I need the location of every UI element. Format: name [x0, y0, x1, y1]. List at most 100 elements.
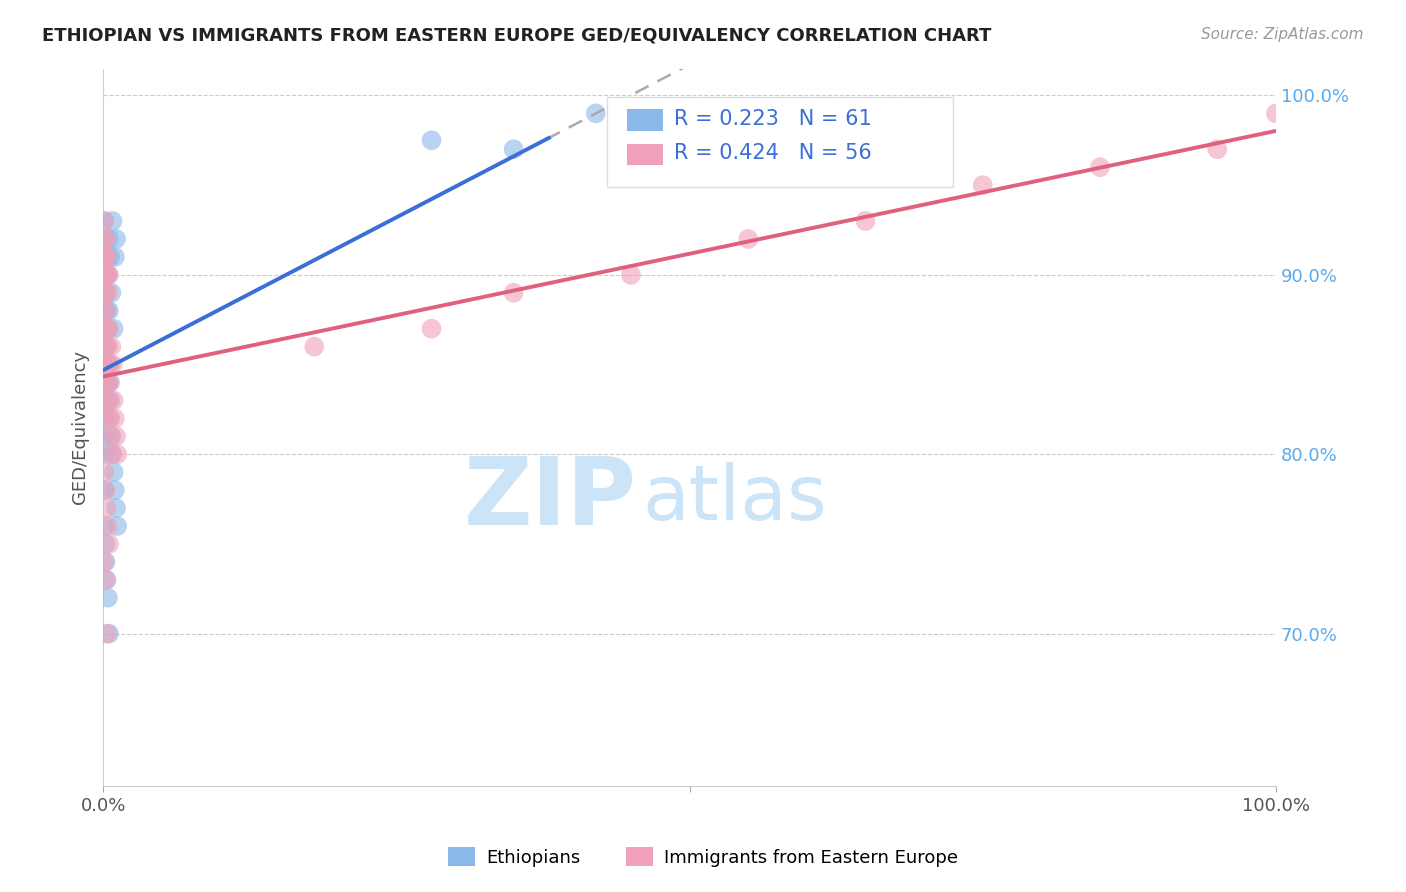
Point — [98, 537, 121, 551]
Point — [93, 483, 115, 497]
Point — [96, 268, 118, 282]
Point — [737, 232, 759, 246]
Point — [94, 303, 117, 318]
Point — [93, 376, 115, 390]
Point — [93, 303, 115, 318]
Bar — [627, 144, 662, 165]
Point — [302, 340, 325, 354]
Point — [98, 429, 121, 443]
Point — [1088, 160, 1111, 174]
Point — [93, 232, 115, 246]
Point — [855, 214, 877, 228]
Point — [100, 447, 122, 461]
Point — [98, 376, 121, 390]
Point — [502, 142, 524, 156]
Point — [101, 214, 124, 228]
Point — [103, 465, 125, 479]
Point — [93, 268, 115, 282]
Point — [103, 393, 125, 408]
Point — [104, 411, 127, 425]
Text: R = 0.424   N = 56: R = 0.424 N = 56 — [675, 144, 872, 163]
Point — [420, 133, 443, 147]
Point — [93, 429, 115, 443]
Point — [93, 519, 115, 533]
Text: Source: ZipAtlas.com: Source: ZipAtlas.com — [1201, 27, 1364, 42]
Point — [93, 321, 115, 335]
Point — [101, 447, 124, 461]
Point — [105, 501, 128, 516]
Point — [98, 393, 121, 408]
Point — [94, 321, 117, 335]
Point — [93, 250, 115, 264]
Point — [97, 285, 120, 300]
Point — [96, 501, 118, 516]
Point — [98, 321, 121, 335]
Point — [94, 285, 117, 300]
Point — [94, 358, 117, 372]
Point — [98, 411, 121, 425]
Point — [96, 340, 118, 354]
Point — [98, 626, 121, 640]
Point — [97, 591, 120, 605]
Point — [96, 303, 118, 318]
Point — [98, 411, 121, 425]
Point — [93, 232, 115, 246]
Point — [93, 303, 115, 318]
Point — [94, 340, 117, 354]
Point — [104, 483, 127, 497]
Point — [93, 465, 115, 479]
Point — [502, 285, 524, 300]
Point — [97, 321, 120, 335]
Point — [96, 358, 118, 372]
Point — [585, 106, 607, 120]
Point — [93, 214, 115, 228]
Y-axis label: GED/Equivalency: GED/Equivalency — [72, 351, 89, 504]
Point — [1206, 142, 1229, 156]
Point — [620, 268, 643, 282]
Point — [94, 268, 117, 282]
Point — [105, 519, 128, 533]
Point — [93, 268, 115, 282]
Point — [101, 358, 124, 372]
Point — [93, 321, 115, 335]
Point — [93, 358, 115, 372]
Point — [420, 321, 443, 335]
Point — [93, 214, 115, 228]
Point — [97, 376, 120, 390]
Point — [96, 376, 118, 390]
Point — [93, 447, 115, 461]
Point — [620, 124, 643, 138]
Point — [972, 178, 994, 193]
Point — [93, 250, 115, 264]
Point — [98, 376, 121, 390]
Point — [94, 232, 117, 246]
Point — [100, 340, 122, 354]
Point — [96, 573, 118, 587]
Point — [94, 232, 117, 246]
Point — [96, 268, 118, 282]
Point — [93, 376, 115, 390]
Point — [103, 321, 125, 335]
Point — [94, 537, 117, 551]
Point — [105, 232, 128, 246]
Point — [97, 340, 120, 354]
Point — [94, 250, 117, 264]
Point — [94, 573, 117, 587]
Point — [100, 285, 122, 300]
FancyBboxPatch shape — [607, 97, 953, 187]
Point — [94, 285, 117, 300]
Point — [94, 250, 117, 264]
Point — [98, 358, 121, 372]
Point — [93, 358, 115, 372]
Point — [94, 340, 117, 354]
Point — [96, 250, 118, 264]
Point — [96, 250, 118, 264]
Point — [94, 483, 117, 497]
Point — [93, 285, 115, 300]
Point — [98, 358, 121, 372]
Point — [94, 376, 117, 390]
Point — [98, 268, 121, 282]
Point — [96, 321, 118, 335]
Point — [97, 268, 120, 282]
Point — [94, 393, 117, 408]
